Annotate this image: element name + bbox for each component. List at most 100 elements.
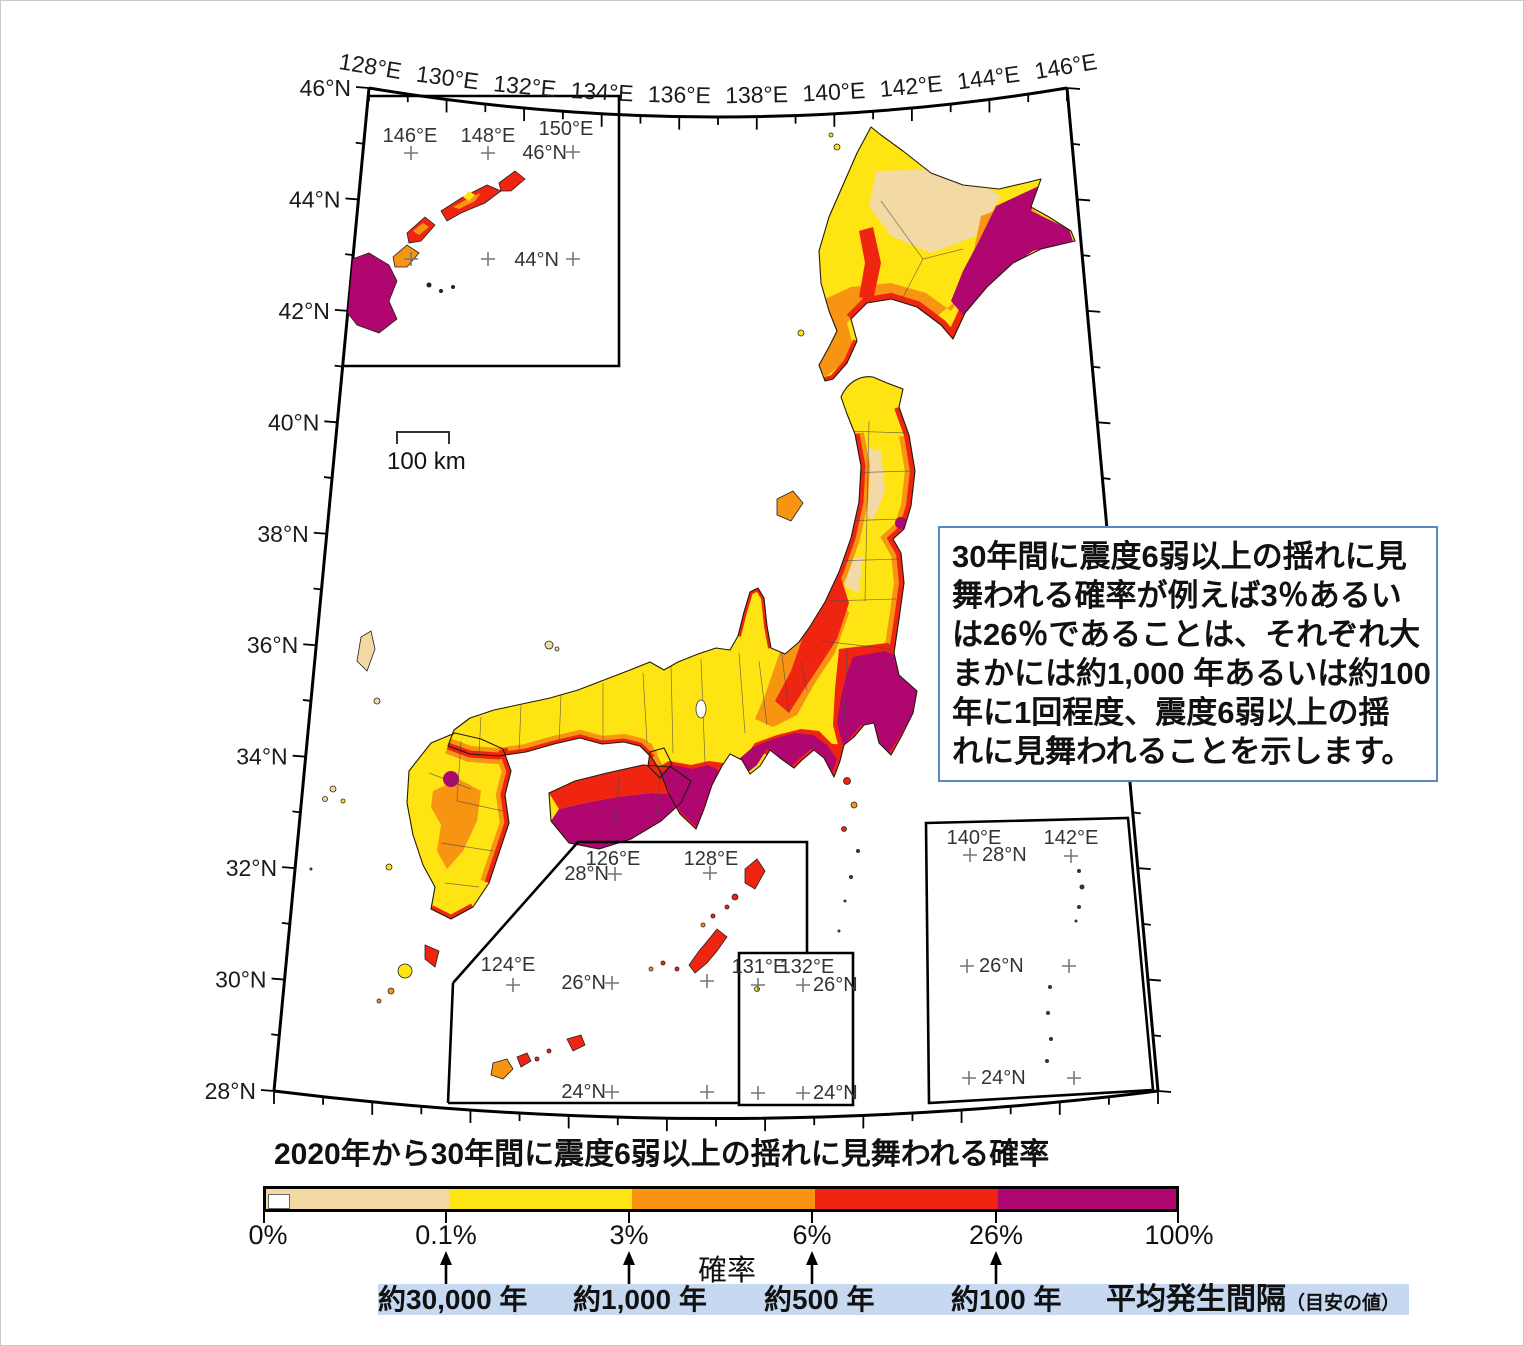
- colorbar-tick: [445, 1212, 447, 1223]
- lat-label: 46°N: [300, 75, 351, 101]
- tanegashima-island: [424, 944, 440, 968]
- lat-label: 32°N: [226, 855, 277, 881]
- tick: [324, 420, 338, 424]
- colorbar-segment-orange: [632, 1189, 815, 1209]
- legend-title: 2020年から30年間に震度6弱以上の揺れに見舞われる確率: [274, 1138, 1050, 1171]
- okinawa-inset-label: 131°E: [732, 956, 787, 978]
- tick: [345, 253, 354, 257]
- tick: [1092, 365, 1101, 369]
- note-line: 年に1回程度、震度6弱以上の揺: [952, 695, 1390, 730]
- lon-label: 134°E: [570, 77, 634, 106]
- japan-landmass: [406, 126, 1076, 920]
- recurrence-interval-bar: 約30,000 年 約1,000 年 約500 年 約100 年 平均発生間隔（…: [378, 1284, 1409, 1315]
- interval-title: 平均発生間隔（目安の値）: [1106, 1283, 1401, 1316]
- yakushima-island: [397, 963, 413, 979]
- interval-100y: 約100 年: [951, 1284, 1062, 1315]
- kuril-graticule-cross: [404, 146, 418, 160]
- tick: [1102, 477, 1111, 480]
- pct-label-6: 6%: [792, 1220, 832, 1250]
- probability-colorbar: [263, 1186, 1179, 1212]
- kuril-inset-label: 44°N: [514, 249, 559, 271]
- colorbar-zero-swatch: [268, 1194, 290, 1209]
- ogasawara-graticule-cross: [962, 1071, 976, 1085]
- tick: [260, 1089, 275, 1092]
- tick: [271, 977, 285, 981]
- tick: [1087, 309, 1101, 313]
- pct-label-0.1: 0.1%: [415, 1220, 477, 1250]
- tick: [334, 364, 343, 368]
- kuril-graticule-cross: [566, 145, 580, 159]
- okinawa-inset-label: 24°N: [561, 1081, 606, 1103]
- ogasawara-graticule-cross: [1062, 959, 1076, 973]
- tick: [334, 308, 348, 312]
- colorbar-segment-cream: [266, 1189, 449, 1209]
- tick: [281, 921, 290, 925]
- okinawa-inset-islands: [490, 858, 766, 1080]
- tick: [1147, 978, 1161, 982]
- okinawa-inset-label: 28°N: [564, 863, 609, 885]
- okinawa-main-island: [688, 928, 728, 974]
- tick: [313, 587, 322, 591]
- okinawa-graticule-cross: [703, 866, 717, 880]
- interval-30000y: 約30,000 年: [378, 1284, 528, 1315]
- lat-label: 36°N: [247, 632, 298, 658]
- lat-label: 38°N: [257, 521, 308, 547]
- kuril-graticule-cross: [404, 252, 418, 266]
- note-line: 舞われる確率が例えば3％あるい: [952, 578, 1402, 613]
- scale-bar: 100 km: [387, 431, 466, 475]
- hokkaido-island: [819, 127, 1075, 381]
- okinawa-inset-label: 126°E: [586, 848, 641, 870]
- kuril-inset-label: 148°E: [461, 125, 516, 147]
- tick: [1071, 142, 1081, 146]
- tsushima-island: [356, 630, 376, 672]
- note-line: まかには約1,000 年あるいは約100: [952, 656, 1431, 691]
- okinawa-graticule-cross: [700, 974, 714, 988]
- lat-label: 40°N: [268, 409, 319, 435]
- pct-label-3: 3%: [609, 1220, 649, 1250]
- lon-label: 144°E: [956, 61, 1022, 95]
- probability-axis-label: 確率: [697, 1255, 756, 1287]
- colorbar-segment-magenta: [998, 1189, 1176, 1209]
- okinawa-graticule-cross: [605, 976, 619, 990]
- colorbar-segment-red: [815, 1189, 998, 1209]
- lon-label: 146°E: [1033, 48, 1099, 84]
- tick: [1066, 87, 1081, 90]
- lake-biwa: [695, 699, 707, 719]
- pct-label-100: 100%: [1144, 1220, 1214, 1250]
- note-line: は26％であることは、それぞれ大: [952, 617, 1421, 652]
- inset-backgrounds: [343, 96, 1153, 1105]
- tick: [1077, 198, 1091, 202]
- ogasawara-graticule-cross: [960, 959, 974, 973]
- lon-label: 136°E: [648, 81, 711, 108]
- lat-label: 34°N: [236, 744, 287, 770]
- kuril-graticule-cross: [481, 252, 495, 266]
- interval-note: （目安の値）: [1286, 1293, 1401, 1314]
- ogasawara-inset-label: 24°N: [981, 1067, 1026, 1089]
- tick: [1097, 421, 1111, 425]
- tick: [303, 643, 317, 647]
- okinawa-inset-label: 128°E: [684, 848, 739, 870]
- ogasawara-inset-label: 142°E: [1044, 827, 1099, 849]
- ogasawara-graticule-cross: [963, 848, 977, 862]
- okinawa-inset-label: 24°N: [813, 1082, 858, 1104]
- colorbar-tick: [995, 1212, 997, 1223]
- ogasawara-inset-label: 26°N: [979, 955, 1024, 977]
- pct-label-26: 26%: [968, 1220, 1024, 1250]
- okinawa-inset-label: 132°E: [780, 956, 835, 978]
- lat-label: 44°N: [289, 186, 340, 212]
- okinawa-graticule-cross: [700, 1085, 714, 1099]
- colorbar-segment-yellow: [449, 1189, 632, 1209]
- lon-label: 138°E: [725, 81, 788, 108]
- okinawa-inset-label: 26°N: [561, 972, 606, 994]
- sado-island: [776, 490, 804, 522]
- tick: [323, 476, 333, 479]
- tick: [313, 531, 327, 535]
- okinawa-graticule-cross: [608, 867, 622, 881]
- ogasawara-inset-label: 28°N: [982, 844, 1027, 866]
- scale-bar-label: 100 km: [387, 448, 466, 475]
- tick: [345, 197, 359, 201]
- small-islands: [309, 132, 860, 1004]
- explanation-box: 30年間に震度6弱以上の揺れに見 舞われる確率が例えば3％あるい は26％である…: [938, 526, 1438, 782]
- okinawa-graticule-cross: [751, 978, 765, 992]
